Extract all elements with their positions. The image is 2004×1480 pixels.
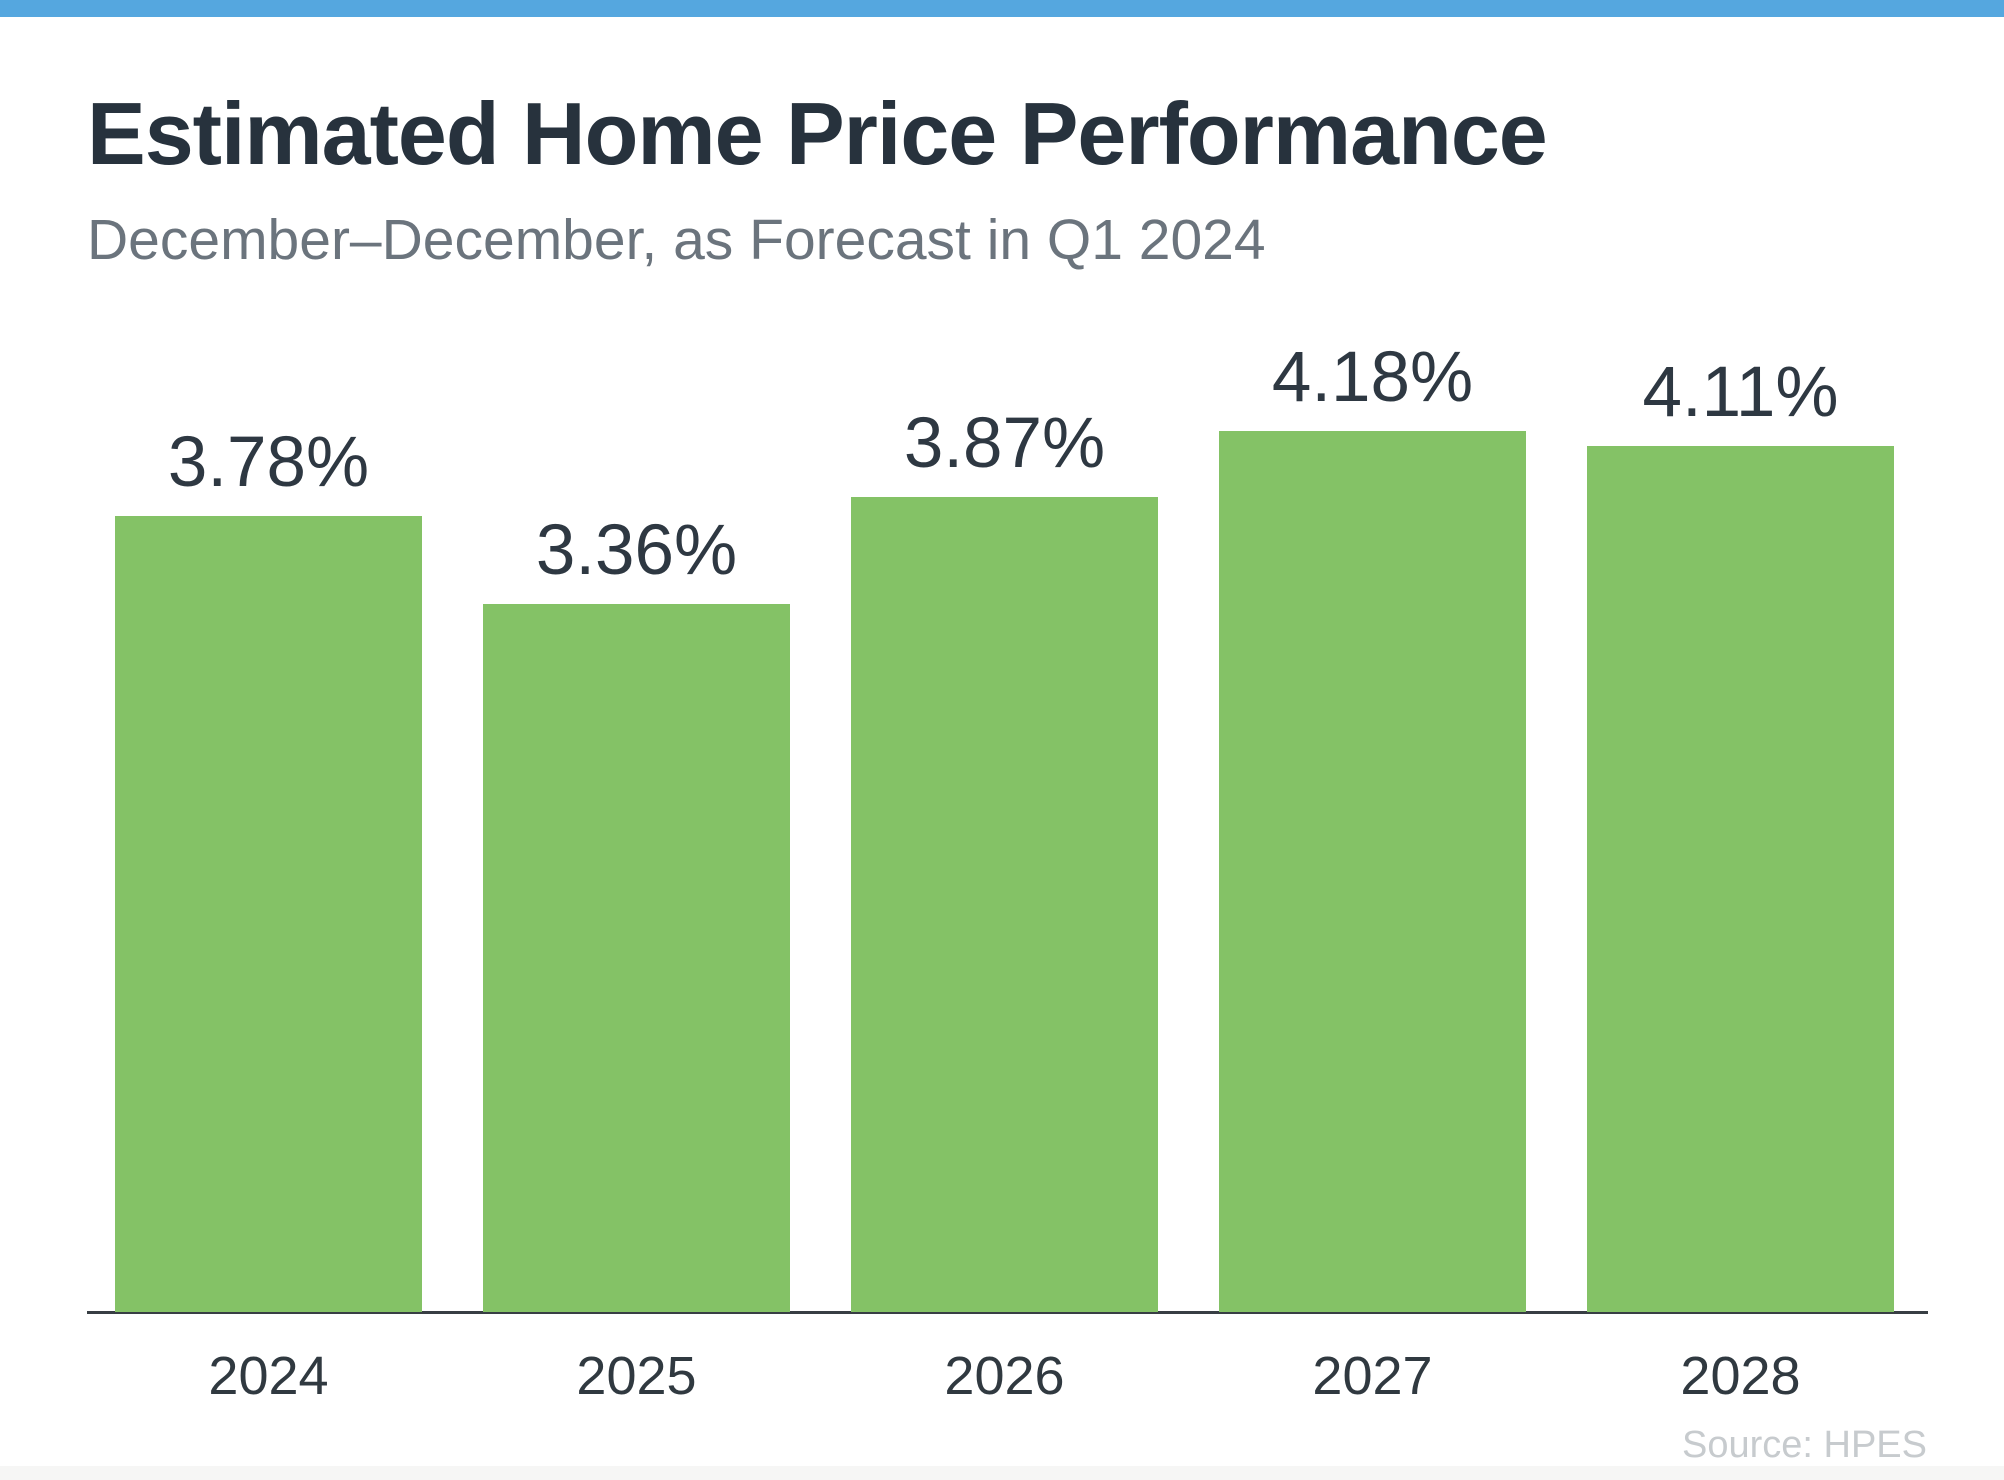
top-accent-bar [0,0,2004,17]
bar [115,516,422,1312]
bar-value-label: 3.87% [903,404,1106,483]
bar-value-label: 4.11% [1642,353,1839,432]
bar [1219,431,1526,1312]
x-axis-label: 2024 [208,1346,329,1406]
x-axis-line [87,1311,1928,1314]
bar [851,497,1158,1312]
x-axis-label: 2027 [1312,1346,1433,1406]
chart-subtitle: December–December, as Forecast in Q1 202… [87,208,1266,272]
bar [483,604,790,1312]
x-axis-label: 2025 [576,1346,697,1406]
bar-value-label: 3.78% [167,423,370,502]
bottom-edge-strip [0,1466,2004,1480]
bar-value-label: 3.36% [535,511,738,590]
bar-value-label: 4.18% [1271,338,1474,417]
chart-title: Estimated Home Price Performance [87,84,1548,183]
source-credit: Source: HPES [1682,1424,1927,1466]
x-axis-label: 2026 [944,1346,1065,1406]
x-axis-label: 2028 [1680,1346,1801,1406]
bar [1587,446,1894,1312]
